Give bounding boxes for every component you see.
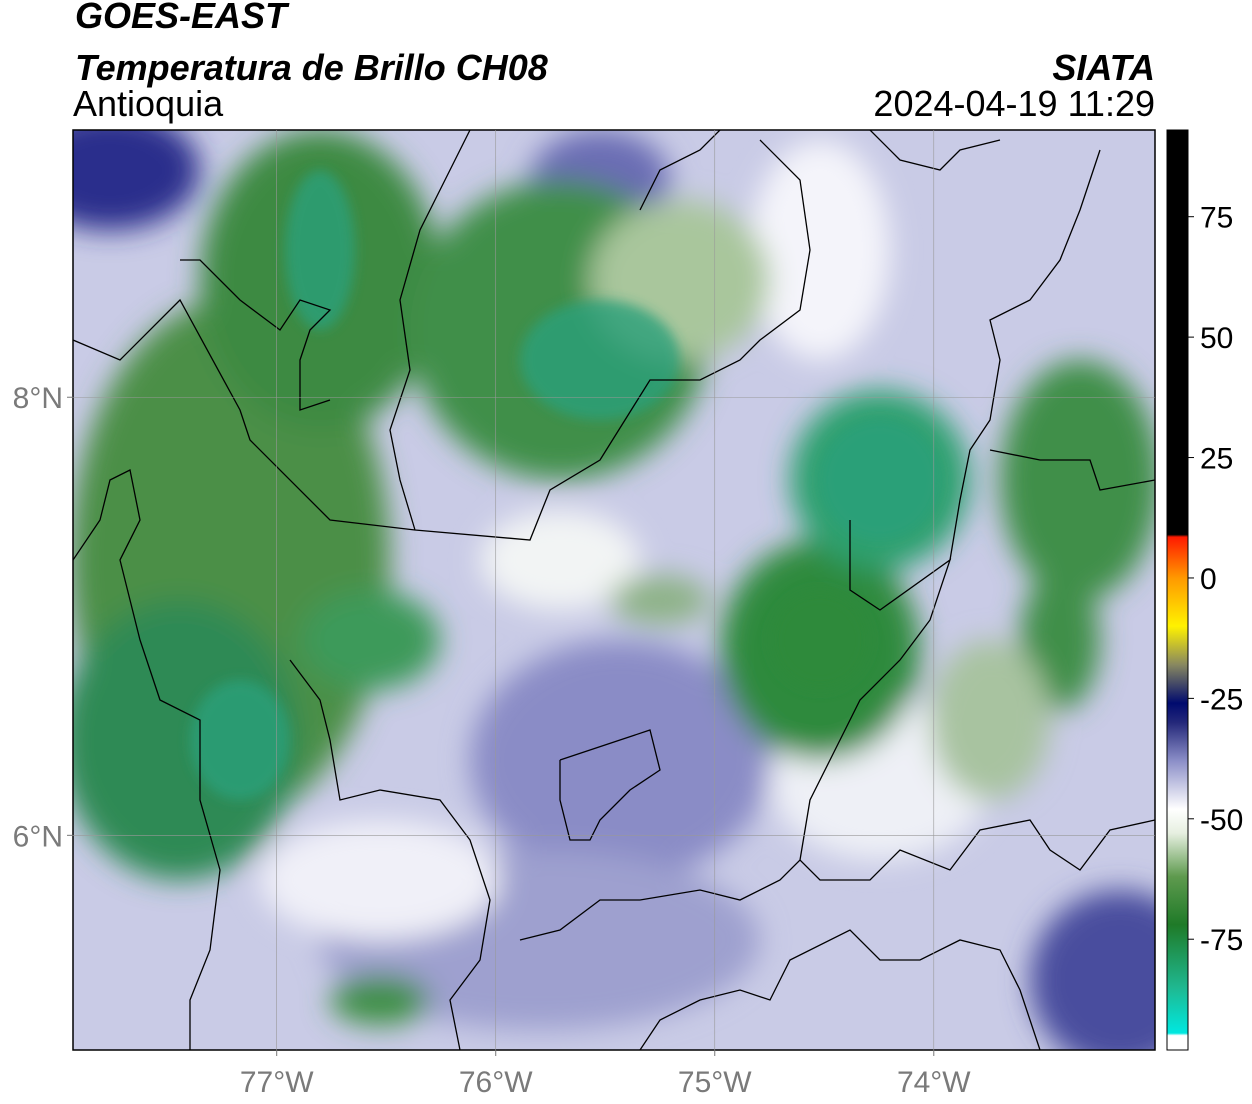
colorbar-tick-label: 50 xyxy=(1200,322,1233,355)
colorbar-tick-label: -50 xyxy=(1200,804,1243,837)
timestamp: 2024-04-19 11:29 xyxy=(873,83,1155,124)
imagery xyxy=(73,130,1155,1050)
source: SIATA xyxy=(1052,47,1155,88)
y-tick-label: 8°N xyxy=(13,382,63,415)
colorbar: 75 50 25 0 -25 -50 -75 xyxy=(1166,129,1243,1051)
x-tick-label: 75°W xyxy=(678,1066,752,1099)
colorbar-tick-label: -25 xyxy=(1200,683,1243,716)
colorbar-tick-label: 25 xyxy=(1200,443,1233,476)
title: GOES-EAST xyxy=(75,0,290,36)
colorbar-tick-label: 0 xyxy=(1200,563,1217,596)
subtitle: Temperatura de Brillo CH08 xyxy=(75,47,548,88)
x-tick-label: 76°W xyxy=(459,1066,533,1099)
x-tick-label: 77°W xyxy=(240,1066,314,1099)
x-tick-label: 74°W xyxy=(897,1066,971,1099)
region: Antioquia xyxy=(73,83,224,124)
y-tick-label: 6°N xyxy=(13,820,63,853)
colorbar-tick-label: -75 xyxy=(1200,924,1243,957)
colorbar-tick-label: 75 xyxy=(1200,202,1233,235)
map-frame xyxy=(72,129,1156,1051)
